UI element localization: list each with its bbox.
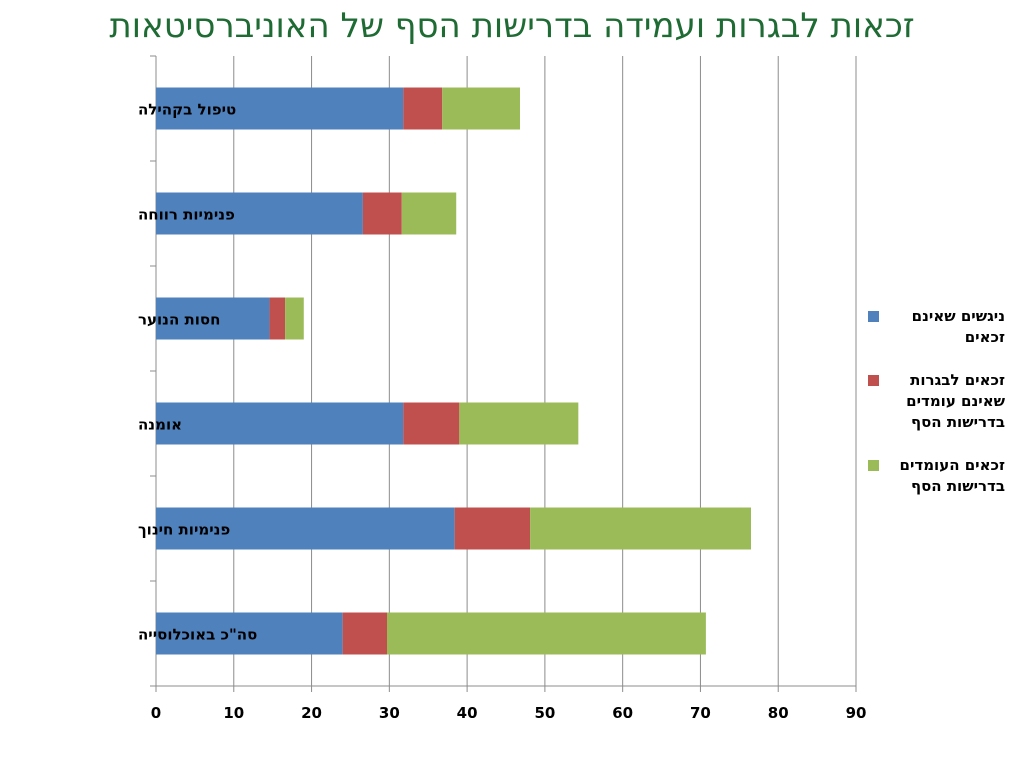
x-tick-label: 90: [846, 704, 867, 722]
x-tick-label: 10: [223, 704, 244, 722]
legend-item: ניגשים שאינם זכאים: [868, 306, 1018, 348]
legend-label: זכאים העומדים בדרישות הסף: [899, 456, 1005, 495]
bar-segment: [342, 612, 387, 655]
y-tick-label: אומנה: [138, 416, 182, 434]
x-tick-label: 70: [690, 704, 711, 722]
y-tick-label: חסות הנוער: [138, 311, 220, 329]
bar-segment: [454, 507, 531, 550]
legend-label: ניגשים שאינם זכאים: [911, 307, 1005, 346]
bar-segment: [403, 87, 443, 130]
legend: ניגשים שאינם זכאים זכאים לבגרות שאינם עו…: [868, 306, 1018, 519]
x-tick-label: 20: [301, 704, 322, 722]
bar-segment: [156, 297, 270, 340]
chart-title: זכאות לבגרות ועמידה בדרישות הסף של האוני…: [109, 6, 915, 46]
legend-swatch: [868, 311, 879, 322]
bar-segment: [387, 612, 706, 655]
bar-segment: [156, 87, 404, 130]
y-tick-label: טיפול בקהילה: [138, 101, 236, 119]
legend-swatch: [868, 375, 879, 386]
bar-segment: [442, 87, 520, 130]
bar-segment: [156, 402, 404, 445]
legend-label: זכאים לבגרות שאינם עומדים בדרישות הסף: [906, 371, 1005, 431]
x-tick-label: 0: [151, 704, 161, 722]
bar-segment: [285, 297, 304, 340]
x-tick-label: 40: [457, 704, 478, 722]
bar-segment: [530, 507, 751, 550]
x-tick-label: 60: [612, 704, 633, 722]
bar-segment: [156, 612, 343, 655]
y-tick-label: פנימיות רווחה: [138, 206, 235, 224]
bar-segment: [401, 192, 457, 235]
y-tick-label: פנימיות חינוך: [138, 521, 230, 539]
bar-segment: [459, 402, 579, 445]
bar-segment: [362, 192, 402, 235]
bar-segment: [156, 507, 455, 550]
y-tick-label: סה"כ באוכלוסייה: [138, 626, 257, 644]
x-tick-label: 30: [379, 704, 400, 722]
x-tick-label: 50: [534, 704, 555, 722]
bar-segment: [156, 192, 363, 235]
legend-item: זכאים העומדים בדרישות הסף: [868, 455, 1018, 497]
legend-item: זכאים לבגרות שאינם עומדים בדרישות הסף: [868, 370, 1018, 433]
bar-segment: [403, 402, 460, 445]
x-tick-label: 80: [768, 704, 789, 722]
legend-swatch: [868, 460, 879, 471]
bar-segment: [269, 297, 286, 340]
